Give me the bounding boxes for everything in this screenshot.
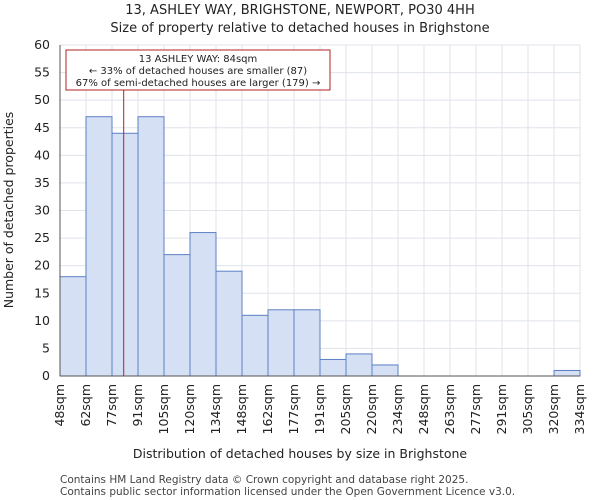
chart-title: 13, ASHLEY WAY, BRIGHSTONE, NEWPORT, PO3…: [125, 3, 474, 18]
x-tick-label: 334sqm: [572, 384, 587, 434]
y-tick-label: 40: [34, 147, 50, 162]
bar-191sqm: [319, 358, 347, 377]
y-tick-label: 45: [34, 120, 50, 135]
annotation-line-3: 67% of semi-detached houses are larger (…: [76, 78, 321, 89]
y-tick-label: 10: [34, 313, 50, 328]
bar-91sqm: [137, 116, 165, 377]
x-tick-label: 62sqm: [78, 384, 93, 427]
y-tick-label: 50: [34, 92, 50, 107]
y-axis-label: Number of detached properties: [1, 112, 16, 309]
x-tick-label: 263sqm: [442, 384, 457, 434]
y-tick-label: 25: [34, 230, 50, 245]
bar-177sqm: [293, 309, 321, 377]
y-tick-label: 55: [34, 65, 50, 80]
y-tick-label: 35: [34, 175, 50, 190]
bar-120sqm: [189, 232, 217, 377]
x-tick-label: 91sqm: [130, 384, 145, 427]
bar-205sqm: [345, 353, 373, 377]
x-tick-label: 291sqm: [494, 384, 509, 434]
bar-48sqm: [59, 276, 87, 377]
y-tick-label: 15: [34, 285, 50, 300]
x-tick-label: 205sqm: [338, 384, 353, 434]
y-tick-label: 0: [42, 368, 50, 383]
bar-320sqm: [553, 369, 581, 377]
bar-77sqm: [111, 132, 139, 377]
x-tick-label: 305sqm: [520, 384, 535, 434]
annotation-line-1: 13 ASHLEY WAY: 84sqm: [139, 54, 258, 65]
x-tick-label: 162sqm: [260, 384, 275, 434]
x-tick-labels: 48sqm 62sqm 77sqm 91sqm 105sqm 120sqm 134sqm 14…: [52, 384, 587, 434]
x-tick-label: 120sqm: [182, 384, 197, 434]
x-tick-label: 220sqm: [364, 384, 379, 434]
chart-subtitle: Size of property relative to detached ho…: [110, 21, 489, 36]
bar-148sqm: [241, 314, 269, 377]
bar-134sqm: [215, 270, 243, 377]
y-tick-label: 60: [34, 37, 50, 52]
x-tick-label: 77sqm: [104, 384, 119, 427]
y-tick-label: 20: [34, 258, 50, 273]
y-tick-label: 5: [42, 340, 50, 355]
x-tick-label: 134sqm: [208, 384, 223, 434]
x-tick-label: 177sqm: [286, 384, 301, 434]
bar-220sqm: [371, 364, 399, 377]
x-axis-label: Distribution of detached houses by size …: [133, 446, 468, 461]
y-tick-label: 30: [34, 203, 50, 218]
y-tick-labels: 0 5 10 15 20 25 30 35 40 45 50 55 60: [34, 37, 50, 383]
x-tick-label: 234sqm: [390, 384, 405, 434]
bar-62sqm: [85, 116, 113, 377]
x-tick-label: 48sqm: [52, 384, 67, 427]
x-tick-label: 191sqm: [312, 384, 327, 434]
footer-line-1: Contains HM Land Registry data © Crown c…: [60, 474, 468, 486]
x-tick-label: 320sqm: [546, 384, 561, 434]
bars: [59, 116, 581, 377]
x-tick-label: 248sqm: [416, 384, 431, 434]
x-tick-label: 105sqm: [156, 384, 171, 434]
annotation-box: 13 ASHLEY WAY: 84sqm ← 33% of detached h…: [65, 49, 331, 91]
axes: [59, 45, 580, 377]
footer-line-2: Contains public sector information licen…: [60, 486, 515, 498]
x-tick-label: 148sqm: [234, 384, 249, 434]
bar-105sqm: [163, 254, 191, 377]
bar-162sqm: [267, 309, 295, 377]
x-tick-label: 277sqm: [468, 384, 483, 434]
annotation-line-2: ← 33% of detached houses are smaller (87…: [89, 66, 307, 77]
annotation-border: [65, 49, 331, 91]
